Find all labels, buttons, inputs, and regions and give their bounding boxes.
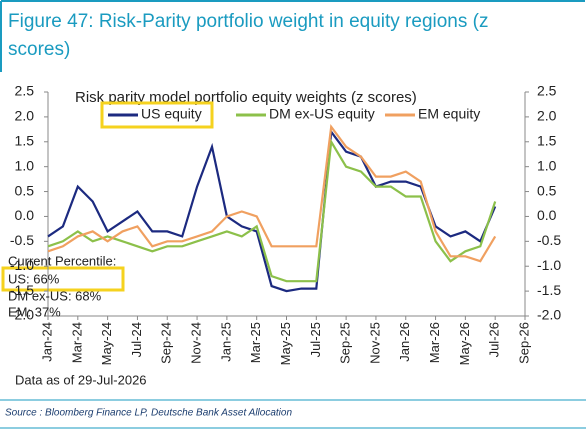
y-tick-label: -2.0 bbox=[10, 307, 34, 323]
x-tick-label: Sep-24 bbox=[159, 322, 174, 364]
x-tick-label: Sep-25 bbox=[338, 322, 353, 364]
y2-tick-label: -1.5 bbox=[537, 282, 561, 298]
y-tick-label: 0.5 bbox=[15, 182, 35, 198]
y-tick-label: 2.0 bbox=[15, 108, 35, 124]
series-line bbox=[47, 138, 497, 283]
source: Source : Bloomberg Finance LP, Deutsche … bbox=[5, 408, 292, 419]
x-tick-label: May-24 bbox=[99, 322, 114, 365]
annotation: US: 66% bbox=[8, 271, 60, 286]
x-tick-label: Mar-26 bbox=[427, 322, 442, 363]
x-tick-label: Jan-24 bbox=[39, 322, 54, 362]
highlight-box bbox=[1, 266, 125, 292]
x-tick-label: Jul-25 bbox=[308, 322, 323, 357]
y2-tick-label: -2.0 bbox=[537, 307, 561, 323]
y2-tick-label: -0.5 bbox=[537, 232, 561, 248]
y-tick-label: 0.0 bbox=[15, 207, 35, 223]
x-tick-label: Jan-26 bbox=[397, 322, 412, 362]
y2-tick-label: 1.5 bbox=[537, 132, 557, 148]
legend-label: US equity bbox=[141, 106, 202, 122]
highlight-box bbox=[100, 101, 214, 129]
annotation: Current Percentile: bbox=[8, 253, 116, 268]
y2-tick-label: 2.5 bbox=[537, 83, 557, 99]
annotation: EM: 37% bbox=[8, 304, 61, 319]
figure-title-line-2: scores) bbox=[8, 39, 70, 60]
legend-label: DM ex-US equity bbox=[269, 106, 375, 122]
y-tick-label: -0.5 bbox=[10, 232, 34, 248]
y-tick-label: 2.5 bbox=[15, 83, 35, 99]
x-tick-label: Nov-24 bbox=[189, 322, 204, 364]
y-tick-label: -1.0 bbox=[10, 257, 34, 273]
y2-tick-label: 0.5 bbox=[537, 182, 557, 198]
x-tick-label: May-25 bbox=[278, 322, 293, 365]
x-tick-label: Jul-24 bbox=[129, 322, 144, 357]
y2-tick-label: 1.0 bbox=[537, 157, 557, 173]
x-tick-label: Mar-24 bbox=[69, 322, 84, 363]
y2-tick-label: -1.0 bbox=[537, 257, 561, 273]
series-line bbox=[47, 128, 497, 293]
x-tick-label: Sep-26 bbox=[516, 322, 531, 364]
x-tick-label: Jul-26 bbox=[487, 322, 502, 357]
y-tick-label: 1.5 bbox=[15, 132, 35, 148]
figure-title-line-1: Figure 47: Risk-Parity portfolio weight … bbox=[8, 11, 488, 32]
y2-tick-label: 0.0 bbox=[537, 207, 557, 223]
y2-tick-label: 2.0 bbox=[537, 108, 557, 124]
x-tick-label: May-26 bbox=[457, 322, 472, 365]
series-line bbox=[47, 123, 497, 263]
y-tick-label: -1.5 bbox=[10, 282, 34, 298]
note: Data as of 29-Jul-2026 bbox=[15, 372, 147, 387]
x-tick-label: Jan-25 bbox=[218, 322, 233, 362]
x-tick-label: Nov-25 bbox=[367, 322, 382, 364]
y-tick-label: 1.0 bbox=[15, 157, 35, 173]
legend-label: EM equity bbox=[418, 106, 480, 122]
x-tick-label: Mar-25 bbox=[248, 322, 263, 363]
annotation: DM ex-US: 68% bbox=[8, 288, 102, 303]
